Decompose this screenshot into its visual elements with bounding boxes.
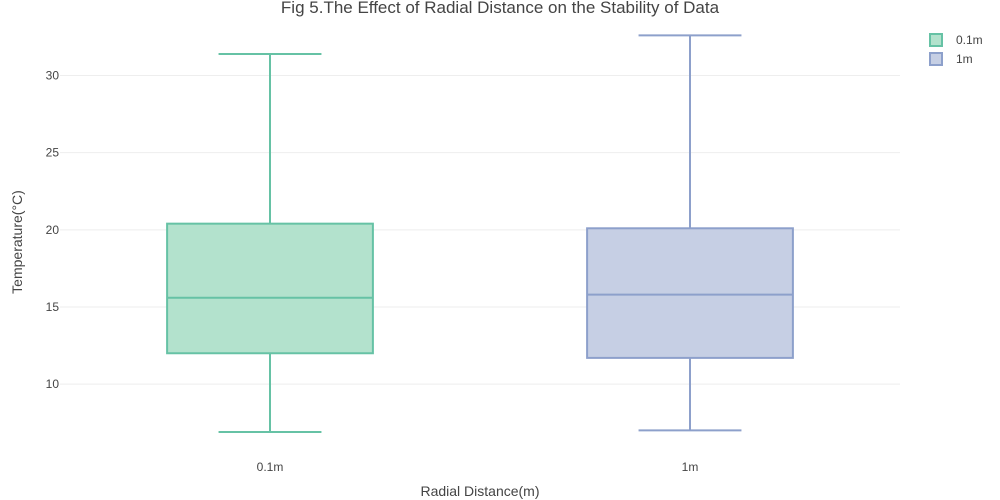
x-axis-ticks: 0.1m 1m — [257, 460, 699, 474]
legend-label: 0.1m — [956, 33, 983, 47]
iqr-box — [586, 227, 794, 359]
legend[interactable]: 0.1m 1m — [929, 33, 983, 66]
box-0.1m — [166, 52, 374, 433]
box-1m — [586, 34, 794, 432]
x-tick-label: 0.1m — [257, 460, 284, 474]
chart-title: Fig 5.The Effect of Radial Distance on t… — [281, 0, 720, 17]
y-tick-label: 30 — [46, 69, 60, 83]
x-axis-title: Radial Distance(m) — [420, 483, 539, 499]
y-tick-label: 20 — [46, 223, 60, 237]
legend-swatch — [929, 52, 943, 66]
legend-label: 1m — [956, 52, 973, 66]
y-tick-label: 10 — [46, 377, 60, 391]
legend-item-1m[interactable]: 1m — [929, 52, 973, 66]
y-tick-label: 15 — [46, 300, 60, 314]
x-tick-label: 1m — [682, 460, 699, 474]
legend-item-0.1m[interactable]: 0.1m — [929, 33, 983, 47]
iqr-box — [166, 222, 374, 355]
box-series — [166, 34, 794, 433]
y-axis-ticks: 10 15 20 25 30 — [46, 69, 60, 392]
legend-swatch — [929, 33, 943, 47]
y-axis-title: Temperature(°C) — [9, 190, 25, 294]
y-tick-label: 25 — [46, 146, 60, 160]
